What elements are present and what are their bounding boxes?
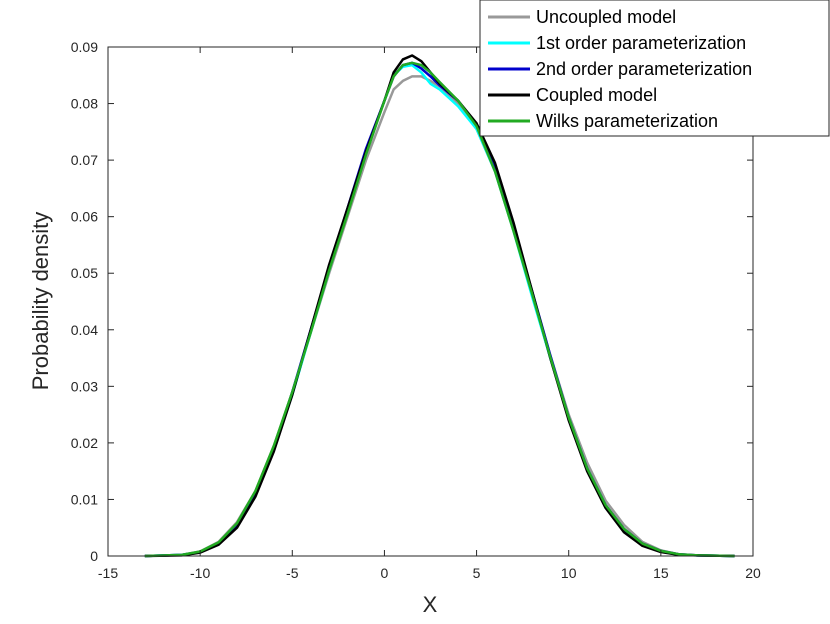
y-tick-label: 0 [90, 548, 98, 564]
x-axis: -15 -10 -5 0 5 10 15 20 [98, 47, 761, 581]
legend-label-uncoupled-model: Uncoupled model [536, 7, 676, 27]
y-tick-label: 0.04 [71, 322, 98, 338]
x-tick-label: 15 [653, 565, 669, 581]
y-tick-label: 0.08 [71, 96, 98, 112]
legend-label-1st-order-parameterization: 1st order parameterization [536, 33, 746, 53]
x-axis-title: X [423, 592, 438, 617]
legend-label-wilks-parameterization: Wilks parameterization [536, 111, 718, 131]
x-tick-label: 20 [745, 565, 761, 581]
series-layer [144, 54, 735, 558]
y-tick-label: 0.09 [71, 39, 98, 55]
y-axis-title: Probability density [28, 212, 53, 391]
legend-box [479, 0, 830, 137]
x-tick-label: 0 [381, 565, 389, 581]
y-tick-label: 0.06 [71, 209, 98, 225]
series-line-coupled-model [144, 54, 735, 558]
y-tick-label: 0.03 [71, 378, 98, 394]
x-tick-label: -10 [190, 565, 210, 581]
y-tick-label: 0.05 [71, 265, 98, 281]
legend-label-coupled-model: Coupled model [536, 85, 657, 105]
x-tick-label: -5 [286, 565, 299, 581]
x-tick-label: -15 [98, 565, 118, 581]
y-axis: 0 0.01 0.02 0.03 0.04 0.05 0.06 0.07 0.08 0.09 [71, 39, 753, 564]
legend: Uncoupled model 1st order parameterizatio… [479, 0, 830, 137]
y-tick-label: 0.01 [71, 491, 98, 507]
x-tick-label: 10 [561, 565, 577, 581]
plot-frame [107, 46, 754, 557]
series-line-wilks-parameterization [144, 61, 735, 558]
legend-label-2nd-order-parameterization: 2nd order parameterization [536, 59, 752, 79]
y-tick-label: 0.07 [71, 152, 98, 168]
y-tick-label: 0.02 [71, 435, 98, 451]
x-tick-label: 5 [473, 565, 481, 581]
